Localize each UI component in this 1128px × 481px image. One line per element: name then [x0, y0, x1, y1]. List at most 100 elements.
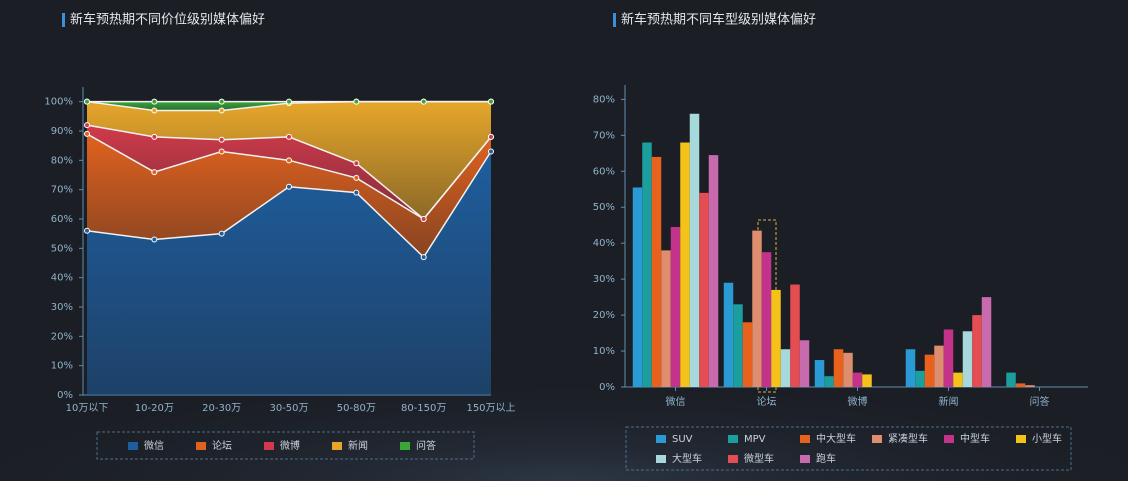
- bar: [661, 250, 671, 387]
- legend-swatch: [800, 435, 810, 443]
- legend-label: 微型车: [744, 452, 774, 465]
- data-point: [218, 230, 225, 237]
- legend-box: [625, 426, 1072, 471]
- legend-swatch: [1016, 435, 1026, 443]
- legend-swatch: [656, 455, 666, 463]
- bar: [833, 349, 844, 387]
- legend-label: 小型车: [1032, 432, 1062, 445]
- bar: [723, 282, 734, 387]
- data-point: [151, 98, 158, 105]
- title-marker: [613, 13, 616, 27]
- data-point: [488, 98, 494, 105]
- x-tick-label: 论坛: [757, 395, 777, 408]
- data-point: [286, 98, 292, 105]
- data-point: [420, 98, 427, 105]
- data-point: [218, 98, 225, 105]
- bar: [843, 352, 853, 387]
- bar: [1006, 372, 1016, 387]
- bar: [814, 360, 825, 387]
- bar: [981, 297, 992, 387]
- bar: [934, 345, 944, 387]
- area: [87, 101, 491, 219]
- chart-title: 新车预热期不同价位级别媒体偏好: [70, 12, 265, 28]
- legend-swatch: [128, 442, 138, 450]
- data-point: [488, 148, 494, 155]
- legend-label: 问答: [416, 439, 436, 452]
- y-tick-label: 20%: [593, 310, 615, 321]
- bar: [953, 372, 963, 387]
- legend-swatch: [800, 455, 810, 463]
- y-tick-label: 50%: [593, 202, 615, 213]
- data-point: [218, 136, 225, 143]
- x-tick-label: 80-150万: [401, 403, 446, 414]
- bar: [689, 113, 700, 387]
- legend-label: 新闻: [348, 439, 368, 452]
- data-point: [420, 254, 427, 261]
- bar: [742, 322, 753, 387]
- x-tick-label: 20-30万: [202, 403, 241, 414]
- data-point: [286, 157, 292, 164]
- bar: [799, 340, 810, 387]
- legend-label: MPV: [744, 434, 766, 445]
- x-tick-label: 新闻: [939, 395, 959, 408]
- bar: [824, 376, 834, 387]
- x-tick-label: 10万以下: [66, 403, 109, 414]
- legend-label: 大型车: [672, 452, 702, 465]
- bar: [924, 354, 935, 387]
- legend-label: 微博: [280, 439, 300, 452]
- bar: [943, 329, 954, 387]
- data-point: [151, 107, 158, 114]
- legend-swatch: [872, 435, 882, 443]
- x-tick-label: 微博: [848, 395, 868, 408]
- x-tick-label: 10-20万: [135, 403, 174, 414]
- data-point: [420, 216, 427, 222]
- data-point: [353, 160, 360, 167]
- bar: [1025, 385, 1035, 387]
- bar: [680, 142, 690, 387]
- title-marker: [62, 13, 65, 27]
- y-tick-label: 30%: [593, 274, 615, 285]
- data-point: [286, 183, 292, 190]
- data-point: [151, 133, 158, 140]
- area: [87, 125, 491, 219]
- bar: [699, 192, 709, 387]
- data-point: [84, 227, 90, 234]
- y-tick-label: 0%: [57, 390, 73, 401]
- legend-swatch: [400, 442, 410, 450]
- y-tick-label: 0%: [599, 382, 615, 393]
- data-point: [84, 122, 90, 129]
- y-tick-label: 80%: [51, 155, 73, 166]
- data-point: [286, 133, 292, 140]
- y-tick-label: 90%: [51, 126, 73, 137]
- legend-swatch: [332, 442, 342, 450]
- bar: [752, 230, 762, 387]
- area: [87, 151, 491, 395]
- bar: [708, 155, 719, 387]
- area: [87, 133, 491, 258]
- y-tick-label: 30%: [51, 302, 73, 313]
- legend-label: 论坛: [212, 439, 232, 452]
- x-tick-label: 问答: [1030, 395, 1050, 408]
- legend-label: SUV: [672, 434, 693, 445]
- legend-box: [96, 431, 475, 460]
- y-tick-label: 80%: [593, 94, 615, 105]
- area: [87, 101, 491, 111]
- legend-swatch: [264, 442, 274, 450]
- bar: [733, 304, 743, 387]
- bar: [962, 331, 973, 387]
- y-tick-label: 60%: [51, 214, 73, 225]
- bar: [771, 289, 781, 387]
- bar: [761, 252, 772, 387]
- x-tick-label: 50-80万: [337, 403, 376, 414]
- legend-label: 中型车: [960, 432, 990, 445]
- bar: [972, 315, 982, 387]
- bar: [915, 370, 925, 387]
- data-point: [488, 133, 494, 140]
- bar: [852, 372, 863, 387]
- x-tick-label: 30-50万: [269, 403, 308, 414]
- y-tick-label: 70%: [51, 185, 73, 196]
- legend-label: 紧凑型车: [888, 432, 928, 445]
- y-tick-label: 10%: [51, 361, 73, 372]
